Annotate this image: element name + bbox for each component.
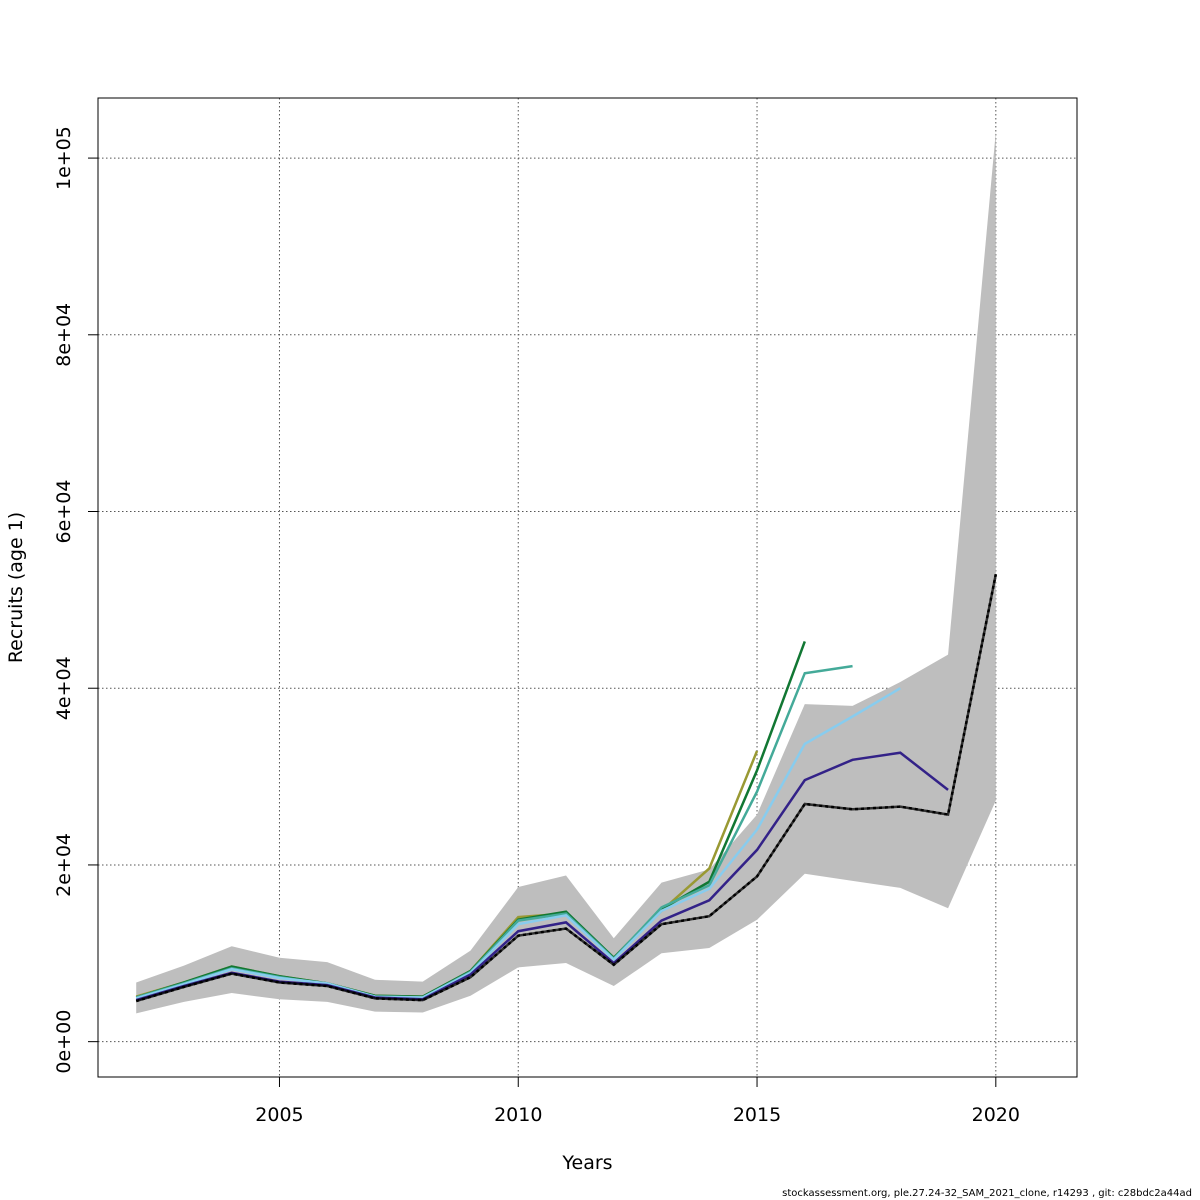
x-axis: 2005 2010 2015 2020 [255, 1076, 1020, 1126]
footer-note: stockassessment.org, ple.27.24-32_SAM_20… [782, 1188, 1192, 1199]
y-tick-label-3: 6e+04 [53, 480, 75, 544]
x-tick-label-2: 2015 [733, 1104, 781, 1126]
series-line-2 [135, 687, 901, 1000]
x-tick-label-1: 2010 [494, 1104, 542, 1126]
x-tick-label-3: 2020 [972, 1104, 1020, 1126]
y-tick-label-2: 4e+04 [53, 656, 75, 720]
series-line-0 [135, 574, 998, 1003]
y-axis: 0e+00 2e+04 4e+04 6e+04 8e+04 1e+05 [53, 126, 99, 1074]
y-axis-title: Recruits (age 1) [5, 512, 27, 663]
y-tick-label-4: 8e+04 [53, 303, 75, 367]
confidence-band [136, 131, 996, 1014]
confidence-band-layer [136, 131, 996, 1014]
x-tick-label-0: 2005 [255, 1104, 303, 1126]
y-tick-label-0: 0e+00 [53, 1010, 75, 1074]
x-axis-title: Years [561, 1152, 612, 1174]
series-lines-layer [135, 574, 998, 1003]
y-tick-label-5: 1e+05 [53, 126, 75, 190]
y-tick-label-1: 2e+04 [53, 833, 75, 897]
